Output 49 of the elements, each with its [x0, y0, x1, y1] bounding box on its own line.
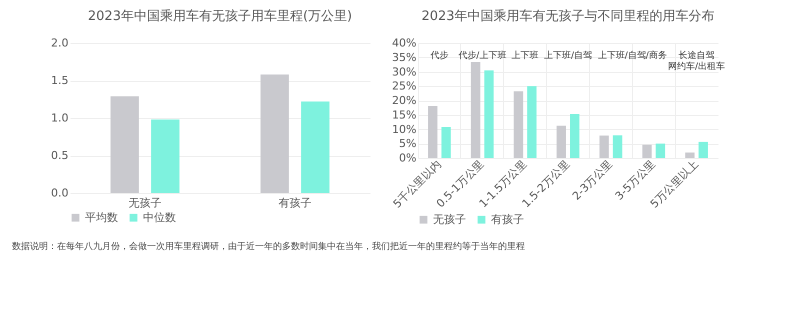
annotation: 上下班: [512, 50, 539, 61]
x-tick-label: 无孩子: [128, 196, 162, 210]
bar: [642, 144, 652, 158]
bar: [470, 62, 480, 158]
legend-label: 中位数: [143, 210, 176, 224]
bar: [527, 86, 537, 158]
y-tick-label: 0%: [399, 152, 416, 164]
bar: [441, 126, 451, 158]
x-tick-label: 2-3万公里: [570, 158, 616, 203]
chart-title: 2023年中国乘用车有无孩子与不同里程的用车分布: [421, 9, 715, 24]
annotation: 上下班/自驾: [544, 50, 592, 61]
y-tick-label: 20%: [392, 94, 416, 107]
bar: [698, 142, 708, 158]
legend-label: 无孩子: [433, 212, 466, 226]
bar: [685, 152, 695, 158]
y-tick-label: 30%: [392, 65, 416, 78]
y-tick-label: 1.0: [51, 112, 68, 124]
y-tick-label: 0.5: [51, 149, 68, 162]
y-tick-label: 15%: [392, 108, 416, 122]
annotation: 长途自驾: [678, 50, 715, 61]
annotation: 网约车/出租车: [668, 61, 726, 72]
y-tick-label: 1.5: [51, 74, 68, 87]
bar: [151, 120, 180, 193]
y-tick-label: 10%: [392, 122, 416, 136]
bar: [428, 106, 438, 158]
bar: [301, 102, 330, 193]
legend-label: 平均数: [85, 210, 118, 224]
text: 数据说明：在每年八九月份，会做一次用车里程调研，由于近一年的多数时间集中在当年，我们把近一年的里程约等于当年的里程: [12, 241, 526, 253]
bar: [656, 144, 666, 158]
y-tick-label: 35%: [392, 50, 416, 64]
bar: [484, 70, 494, 158]
legend-label: 有孩子: [491, 212, 524, 226]
chart-title: 2023年中国乘用车有无孩子用车里程(万公里): [88, 9, 352, 24]
bar: [514, 91, 524, 158]
bar: [110, 96, 139, 193]
bar: [612, 135, 622, 158]
annotation: 代步: [429, 50, 448, 61]
annotation: 代步/上下班: [457, 50, 506, 61]
y-tick-label: 0.0: [51, 186, 68, 200]
y-tick-label: 5%: [399, 137, 416, 150]
bar: [260, 74, 289, 193]
y-tick-label: 25%: [392, 80, 416, 93]
annotation: 上下班/自驾/商务: [598, 50, 667, 61]
bar: [556, 126, 566, 158]
bar: [570, 114, 580, 158]
x-tick-label: 有孩子: [278, 196, 312, 210]
y-tick-label: 2.0: [51, 36, 68, 50]
bar: [599, 136, 609, 158]
y-tick-label: 40%: [392, 36, 416, 50]
